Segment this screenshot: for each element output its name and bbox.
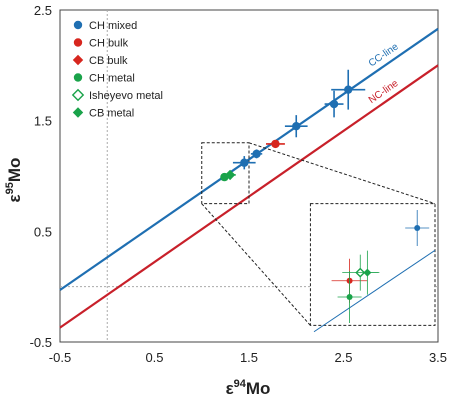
- ch-mixed-5-point: [344, 85, 353, 94]
- ch-mixed-1-point: [240, 158, 249, 167]
- legend-label-isheyevo-metal: Isheyevo metal: [89, 90, 163, 102]
- x-axis-title-prefix: ε: [226, 379, 234, 398]
- ch-mixed-3-point: [292, 122, 301, 131]
- legend-label-ch-metal: CH metal: [89, 73, 135, 85]
- x-axis-title: ε94Mo: [226, 378, 271, 398]
- legend-label-ch-bulk: CH bulk: [89, 38, 129, 50]
- cc-line-line: [59, 27, 439, 291]
- ch-mixed-4-point: [329, 99, 339, 109]
- y-tick-label: 0.5: [34, 224, 52, 239]
- ch-mixed-2-point: [252, 149, 261, 159]
- cb-metal-1-point: [224, 169, 236, 181]
- x-tick-label: 2.5: [334, 350, 352, 365]
- legend-label-cb-metal: CB metal: [89, 108, 134, 120]
- x-tick-label: 1.5: [240, 350, 258, 365]
- y-tick-label: 1.5: [34, 114, 52, 129]
- legend: CH mixed CH bulk CB bulk CH metal Isheyevo m…: [71, 20, 163, 120]
- inset-box: [309, 203, 436, 326]
- y-axis-title-sup: 95: [4, 182, 16, 194]
- zoom-connector-bottom: [201, 203, 311, 326]
- x-axis-title-sup: 94: [234, 378, 247, 390]
- legend-marker-cb-bulk: [72, 54, 84, 66]
- legend-marker-ch-bulk: [73, 38, 83, 47]
- y-tick-label: -0.5: [30, 335, 52, 350]
- y-axis-title-base: Mo: [5, 158, 24, 183]
- legend-marker-isheyevo-metal: [71, 88, 85, 102]
- legend-marker-cb-metal: [72, 107, 84, 118]
- y-axis-title: ε95Mo: [4, 158, 24, 203]
- inset-cc-line: [313, 249, 436, 333]
- legend-label-cb-bulk: CB bulk: [89, 55, 128, 67]
- inset-cb-metal-point: [363, 268, 372, 277]
- x-tick-label: -0.5: [49, 350, 71, 365]
- legend-label-ch-mixed: CH mixed: [89, 20, 137, 32]
- data-points: [220, 69, 366, 182]
- reference-lines: [60, 10, 438, 342]
- tick-labels: -0.5 0.5 1.5 2.5 3.5 2.5 1.5 0.5 -0.5: [30, 3, 447, 365]
- ch-bulk-1-point: [271, 139, 280, 149]
- zoom-source-box: [201, 142, 250, 205]
- zoom-connector-top: [248, 142, 436, 205]
- inset-ch-metal-point: [346, 293, 353, 300]
- x-tick-label: 0.5: [145, 350, 163, 365]
- inset-ch-mixed-point: [414, 225, 421, 232]
- zoom-callout: [201, 142, 436, 333]
- axis-titles: ε94Mo ε95Mo: [4, 158, 270, 398]
- legend-marker-ch-mixed: [73, 20, 83, 30]
- x-axis-title-base: Mo: [246, 379, 271, 398]
- legend-marker-ch-metal: [73, 73, 83, 82]
- x-tick-label: 3.5: [429, 350, 447, 365]
- y-axis-title-prefix: ε: [5, 194, 24, 202]
- y-tick-label: 2.5: [34, 3, 52, 18]
- plot-frame: [59, 9, 439, 343]
